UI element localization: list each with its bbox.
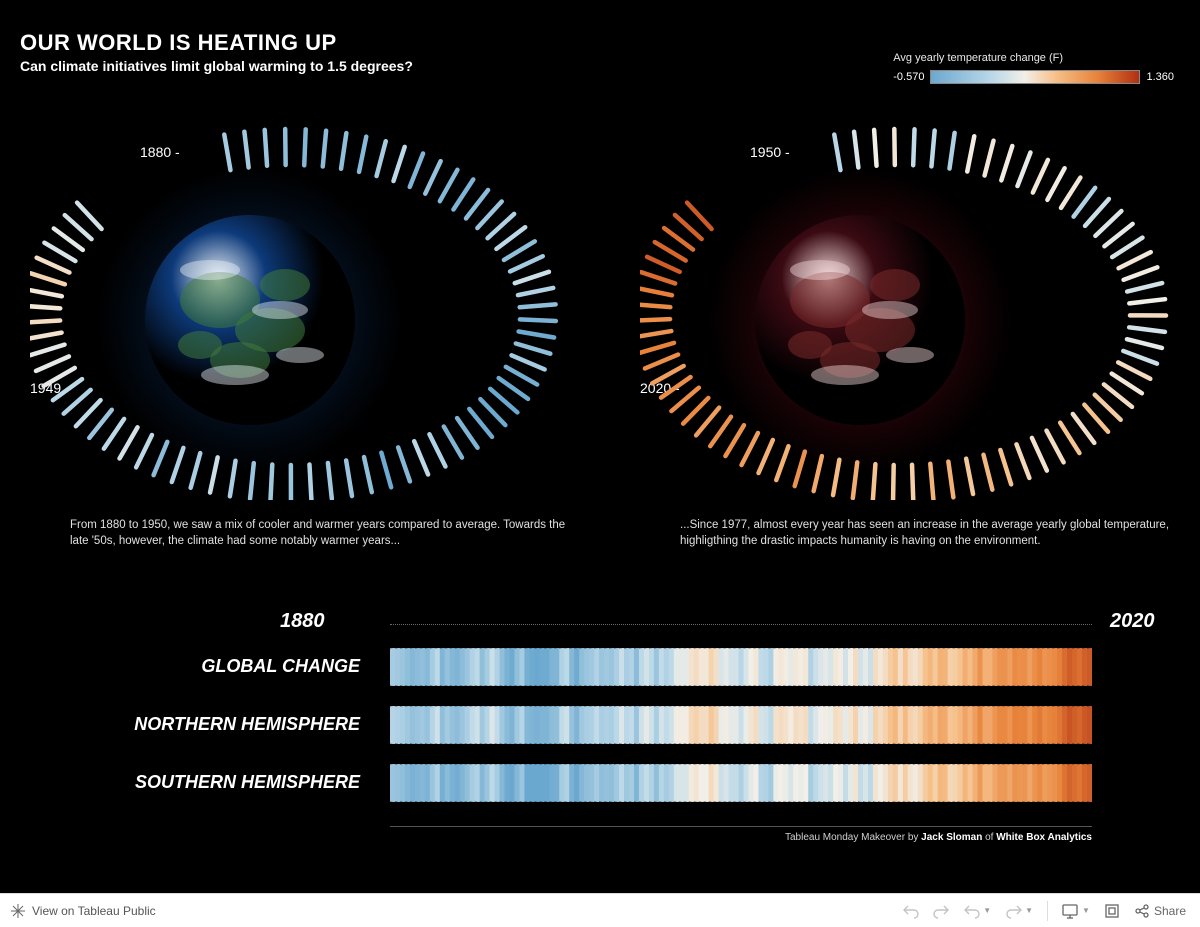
undo-button[interactable] bbox=[903, 903, 919, 919]
legend-gradient-bar bbox=[930, 70, 1140, 84]
stripe-bar-southern[interactable] bbox=[390, 764, 1092, 802]
toolbar-separator bbox=[1047, 901, 1048, 921]
title-block: OUR WORLD IS HEATING UP Can climate init… bbox=[20, 30, 413, 74]
stripe-label: SOUTHERN HEMISPHERE bbox=[0, 772, 360, 793]
stripe-label: GLOBAL CHANGE bbox=[0, 656, 360, 677]
caption-right: ...Since 1977, almost every year has see… bbox=[680, 517, 1180, 550]
download-icon bbox=[1104, 903, 1120, 919]
replay-back-button[interactable]: ▼ bbox=[963, 903, 991, 919]
undo-icon bbox=[903, 903, 919, 919]
visualization-canvas: OUR WORLD IS HEATING UP Can climate init… bbox=[0, 0, 1200, 893]
tableau-logo-icon bbox=[10, 903, 26, 919]
download-button[interactable] bbox=[1104, 903, 1120, 919]
stripe-bar-global[interactable] bbox=[390, 648, 1092, 686]
stripe-underline bbox=[390, 826, 1092, 827]
caption-left: From 1880 to 1950, we saw a mix of coole… bbox=[70, 517, 570, 550]
color-legend: Avg yearly temperature change (F) -0.570… bbox=[893, 52, 1174, 84]
replay-back-icon bbox=[963, 903, 981, 919]
present-icon bbox=[1062, 903, 1080, 919]
view-on-tableau-label: View on Tableau Public bbox=[32, 904, 156, 918]
stripe-row-global: GLOBAL CHANGE bbox=[0, 648, 1200, 694]
share-label: Share bbox=[1154, 904, 1186, 918]
tableau-toolbar: View on Tableau Public ▼ ▼ ▼ Share bbox=[0, 893, 1200, 927]
stripe-year-end: 2020 bbox=[1110, 610, 1155, 633]
globe-right-chart[interactable] bbox=[640, 120, 1200, 500]
stripe-label: NORTHERN HEMISPHERE bbox=[0, 714, 360, 735]
globe-panel-1880-1949: 1880 - 1949 - From 1880 to 1950, we saw … bbox=[30, 120, 590, 550]
legend-title: Avg yearly temperature change (F) bbox=[893, 52, 1174, 64]
credit-line: Tableau Monday Makeover by Jack Sloman o… bbox=[390, 832, 1092, 843]
view-on-tableau-button[interactable]: View on Tableau Public bbox=[0, 903, 156, 919]
page-title: OUR WORLD IS HEATING UP bbox=[20, 30, 413, 56]
page-subtitle: Can climate initiatives limit global war… bbox=[20, 58, 413, 74]
stripe-row-southern: SOUTHERN HEMISPHERE bbox=[0, 764, 1200, 810]
globe-panels: 1880 - 1949 - From 1880 to 1950, we saw … bbox=[0, 120, 1200, 550]
globe-left-chart[interactable] bbox=[30, 120, 590, 500]
stripe-bar-northern[interactable] bbox=[390, 706, 1092, 744]
replay-forward-icon bbox=[1005, 903, 1023, 919]
stripe-year-start: 1880 bbox=[280, 610, 325, 633]
redo-button[interactable] bbox=[933, 903, 949, 919]
legend-min-label: -0.570 bbox=[893, 71, 924, 83]
warming-stripes-section: 1880 2020 GLOBAL CHANGE NORTHERN HEMISPHE… bbox=[0, 610, 1200, 822]
globe-panel-1950-2020: 1950 - 2020 - ...Since 1977, almost ever… bbox=[640, 120, 1200, 550]
legend-max-label: 1.360 bbox=[1146, 71, 1174, 83]
present-button[interactable]: ▼ bbox=[1062, 903, 1090, 919]
redo-icon bbox=[933, 903, 949, 919]
share-icon bbox=[1134, 903, 1150, 919]
stripe-dotted-line bbox=[390, 624, 1092, 625]
share-button[interactable]: Share bbox=[1134, 903, 1186, 919]
replay-forward-button[interactable]: ▼ bbox=[1005, 903, 1033, 919]
stripe-row-northern: NORTHERN HEMISPHERE bbox=[0, 706, 1200, 752]
